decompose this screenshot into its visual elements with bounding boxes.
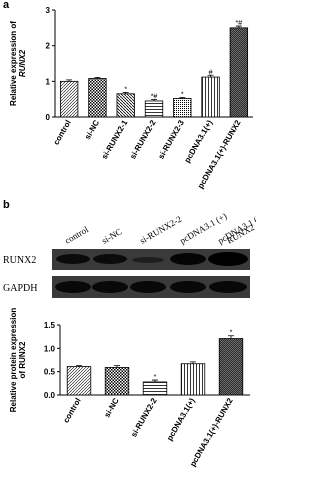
error-bar [190,361,196,364]
x-tick-label: si-NC [102,396,120,419]
error-bar [94,77,101,79]
y-tick-label: 0 [46,113,51,122]
significance-label: * [124,86,127,93]
significance-label: * [154,374,157,381]
y-axis-title: of RUNX2 [18,341,27,378]
y-axis-title: RUNX2 [18,49,27,77]
significance-label: *# [236,20,243,27]
y-axis-title: Relative protein expression [9,308,18,413]
row-label: GAPDH [3,283,37,294]
error-bar [179,96,186,99]
error-bar [122,91,129,94]
x-tick-label: si-RUNX2-2 [129,396,159,439]
blot-image [52,249,250,298]
error-bar [66,79,73,82]
y-tick-label: 0.0 [44,391,56,400]
bar [88,78,107,118]
y-tick-label: 1.5 [44,321,56,330]
bar [144,100,164,118]
error-bar [114,365,120,368]
x-tick-label: si-RUNX2-1 [100,118,130,161]
x-tick-label: control [61,397,82,425]
panel-label: b [3,199,10,211]
x-tick-label: pcDNA3.1(+) [165,396,197,442]
error-bar [235,25,242,28]
x-tick-label: control [52,119,73,147]
bar [142,381,168,396]
bar [201,76,220,118]
error-bar [207,74,214,78]
error-bar [151,99,157,101]
x-tick-label: pcDNA3.1(+) [183,118,215,164]
y-axis-title: Relative expression of [9,21,18,106]
bar [218,338,244,396]
bar [66,366,92,396]
error-bar [152,379,158,382]
y-tick-label: 1 [46,77,51,86]
x-tick-label: si-RUNX2-3 [156,118,186,161]
column-label: si-RUNX2-2 [138,214,183,246]
error-bar [228,335,234,339]
x-tick-label: pcDNA3.1(+)-RUNX2 [188,396,235,468]
significance-label: * [181,91,184,98]
column-label: si-NC [100,226,124,245]
bar [173,98,192,118]
column-label: control [63,224,91,246]
bar [180,363,206,396]
panel-label: a [3,0,10,11]
y-tick-label: 1.0 [44,344,56,353]
y-tick-label: 2 [46,42,51,51]
significance-label: *# [151,94,158,101]
x-tick-label: si-NC [83,118,101,141]
error-bar [76,365,82,367]
bar [116,93,135,118]
row-label: RUNX2 [3,255,36,266]
significance-label: # [209,69,213,76]
significance-label: * [230,330,233,337]
bar [59,80,79,118]
bar [104,367,130,396]
bar [229,27,249,118]
y-tick-label: 0.5 [44,368,56,377]
y-tick-label: 3 [46,6,51,15]
x-tick-label: si-RUNX2-2 [128,118,158,161]
